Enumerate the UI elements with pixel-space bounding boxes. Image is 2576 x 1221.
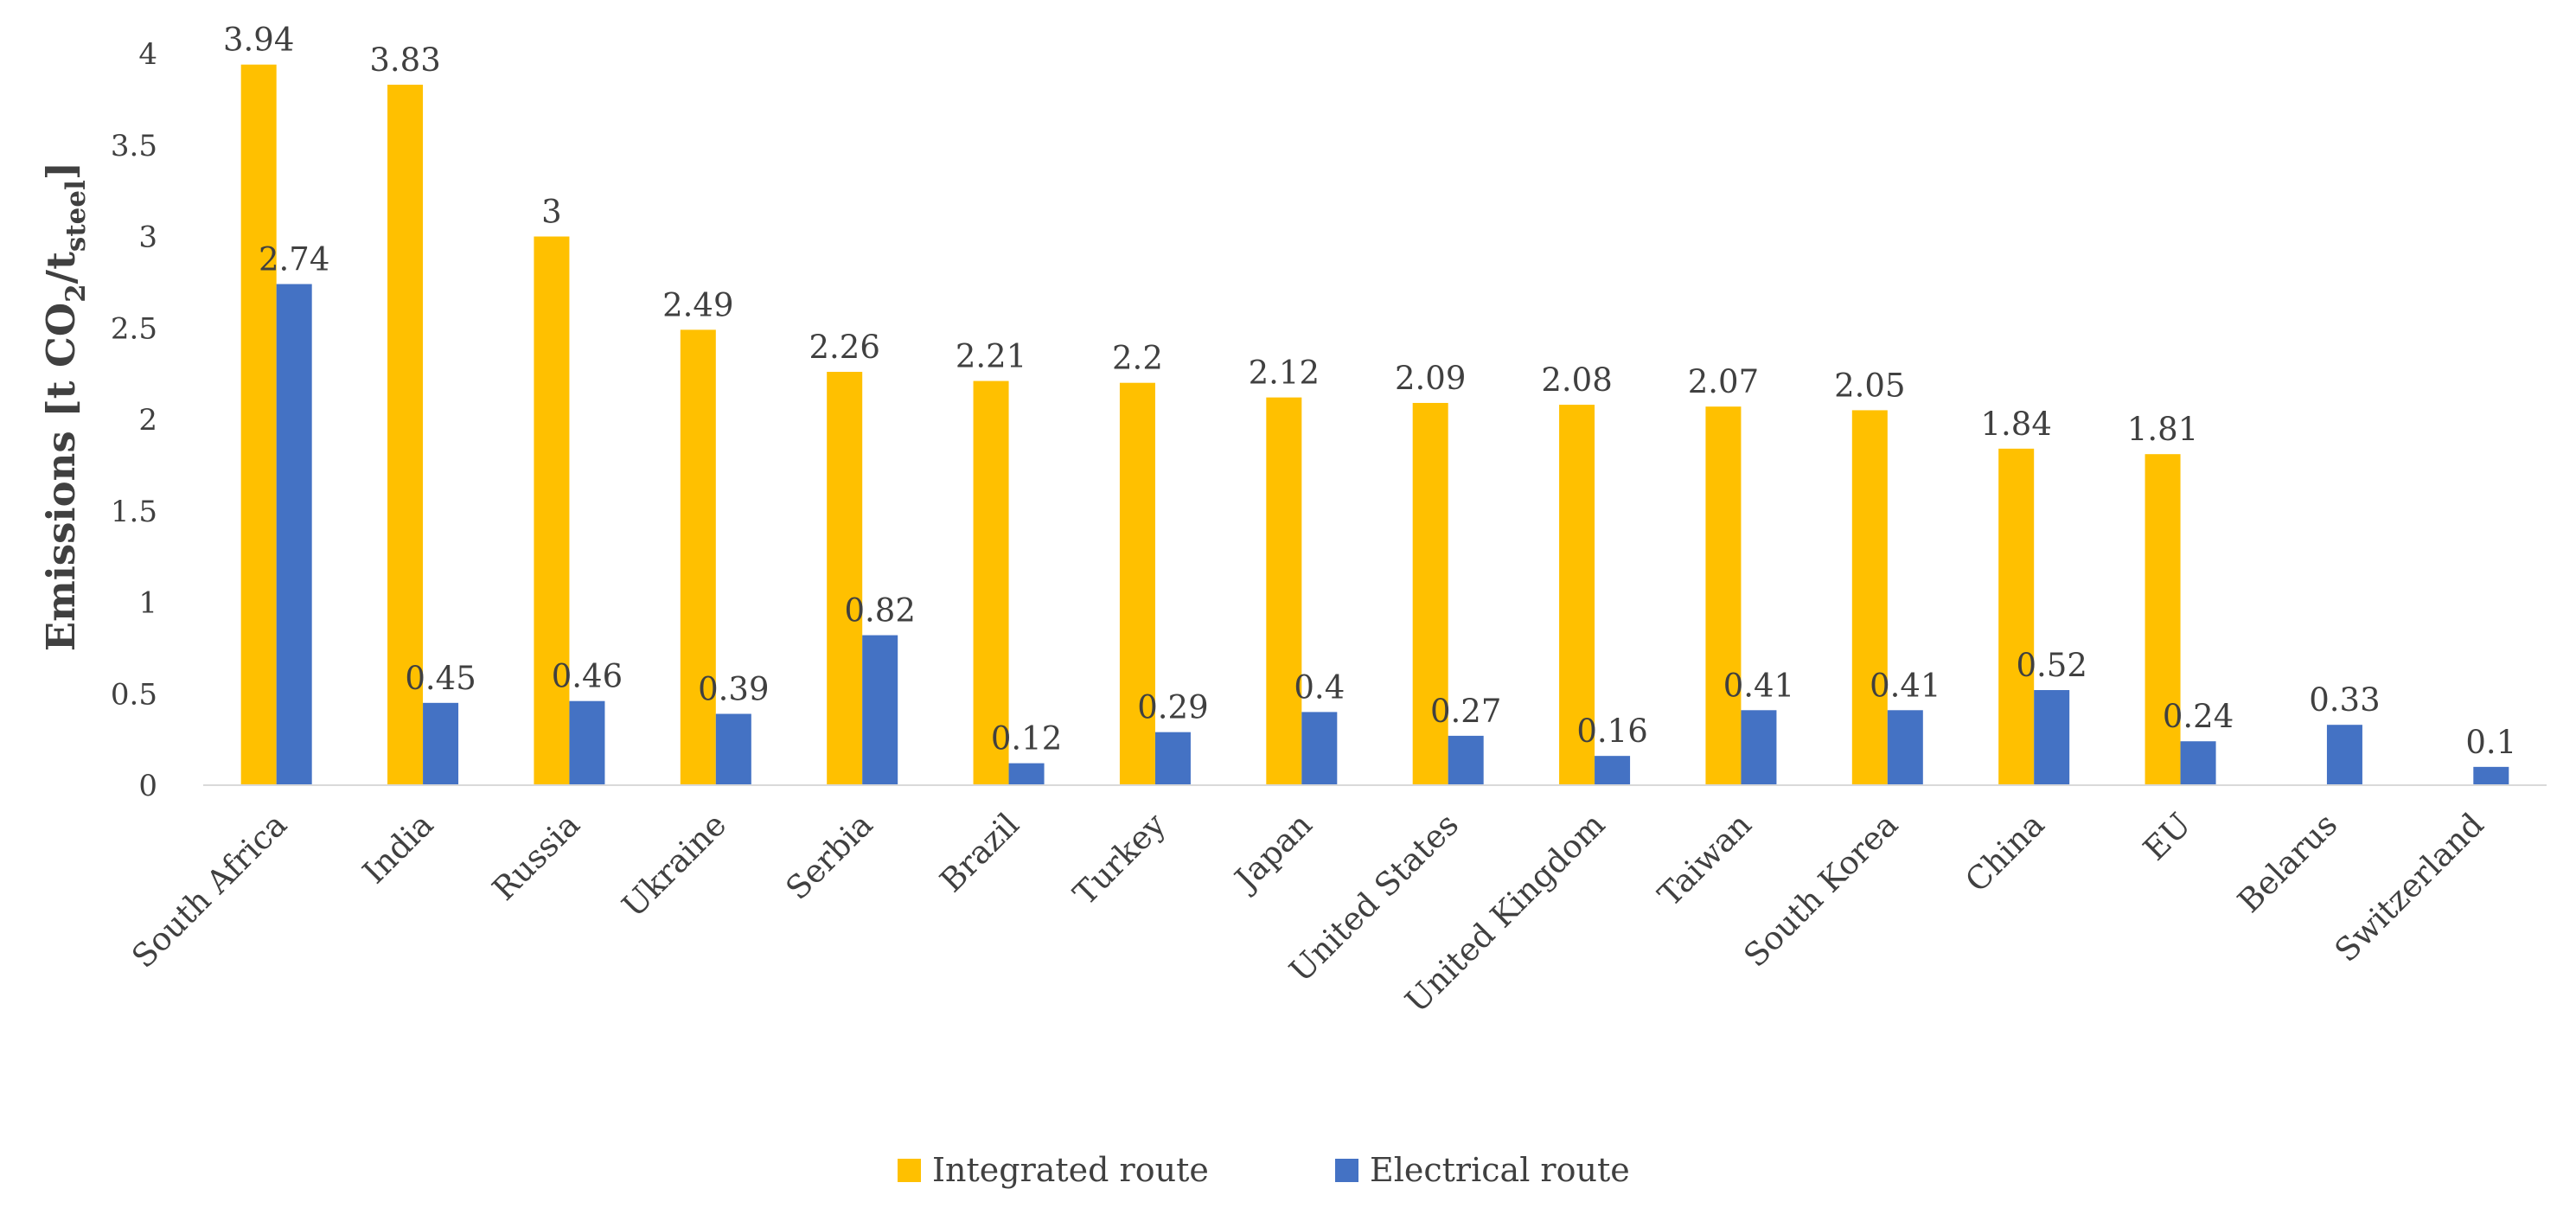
x-tick-label: Switzerland: [2328, 806, 2491, 969]
bar-integrated-japan: [1266, 397, 1302, 785]
bar-electrical-china: [2034, 690, 2070, 785]
data-label: 2.21: [956, 338, 1026, 375]
x-tick-label: Turkey: [1066, 806, 1173, 912]
x-tick-label: Serbia: [779, 806, 880, 907]
bar-electrical-taiwan: [1741, 710, 1777, 785]
bar-electrical-brazil: [1008, 763, 1045, 785]
x-tick-label: Russia: [485, 806, 587, 908]
data-label: 0.41: [1723, 667, 1794, 704]
data-label: 0.12: [991, 720, 1062, 758]
data-label: 0.4: [1294, 668, 1345, 706]
data-label: 2.2: [1112, 340, 1163, 377]
y-tick-label: 0: [138, 769, 157, 803]
bar-electrical-united-states: [1448, 735, 1484, 785]
bar-integrated-ukraine: [680, 329, 716, 785]
x-tick-label: China: [1958, 806, 2051, 899]
x-axis-ticks: South Africa India Russia Ukraine Serbia Braz…: [125, 806, 2490, 1020]
data-label: 2.05: [1834, 367, 1905, 404]
bar-electrical-turkey: [1154, 732, 1191, 785]
data-label: 0.45: [405, 660, 476, 697]
data-label: 0.46: [552, 658, 623, 695]
data-label: 0.24: [2163, 698, 2234, 735]
data-label: 2.07: [1688, 363, 1759, 400]
legend-swatch-integrated: [898, 1159, 921, 1182]
y-tick-label: 2.5: [111, 311, 157, 346]
data-label: 3.83: [369, 42, 440, 79]
bar-integrated-serbia: [827, 372, 863, 785]
bar-electrical-serbia: [862, 635, 898, 785]
x-tick-label: Japan: [1225, 806, 1320, 900]
data-label: 0.16: [1576, 713, 1647, 750]
data-label: 3.94: [223, 22, 294, 59]
x-tick-label: India: [355, 806, 440, 891]
x-tick-label: Taiwan: [1651, 806, 1759, 914]
y-tick-label: 2: [138, 403, 157, 438]
bar-integrated-turkey: [1119, 382, 1155, 785]
bar-electrical-belarus: [2326, 725, 2362, 785]
legend-label-integrated: Integrated route: [932, 1151, 1209, 1189]
data-labels: 3.94 2.74 3.83 0.45 3 0.46 2.49 0.39 2.26 0.82 2.2…: [223, 22, 2516, 761]
data-label: 3: [541, 194, 562, 231]
data-label: 2.49: [662, 286, 733, 323]
data-label: 0.41: [1870, 667, 1940, 704]
y-tick-label: 0.5: [111, 677, 157, 712]
data-label: 1.81: [2127, 411, 2198, 448]
data-label: 0.39: [698, 671, 769, 708]
bar-electrical-south-korea: [1887, 710, 1923, 785]
data-label: 0.33: [2309, 681, 2380, 719]
bar-integrated-china: [1998, 448, 2035, 785]
bar-electrical-ukraine: [715, 713, 751, 785]
x-tick-label: South Korea: [1736, 806, 1905, 975]
x-tick-label: Ukraine: [615, 806, 733, 924]
data-label: 2.74: [259, 240, 329, 278]
y-tick-label: 1: [138, 586, 157, 621]
y-tick-label: 3.5: [111, 129, 157, 163]
data-label: 2.26: [809, 329, 879, 366]
bar-electrical-south-africa: [276, 284, 312, 785]
bar-electrical-united-kingdom: [1595, 756, 1631, 785]
y-tick-label: 4: [138, 37, 157, 72]
data-label: 0.52: [2016, 647, 2087, 684]
y-tick-label: 3: [138, 221, 157, 255]
bar-integrated-united-states: [1412, 402, 1448, 785]
data-label: 0.29: [1137, 689, 1208, 726]
x-tick-label: EU: [2136, 806, 2198, 868]
data-label: 0.82: [844, 592, 915, 630]
bar-electrical-japan: [1301, 712, 1338, 785]
bar-integrated-india: [387, 84, 424, 785]
bar-integrated-eu: [2145, 454, 2181, 785]
data-label: 0.27: [1430, 693, 1501, 730]
data-label: 0.1: [2465, 724, 2516, 761]
y-axis-label: Emissions [t CO2/tsteel]: [38, 162, 92, 651]
data-label: 2.08: [1541, 361, 1612, 399]
legend-label-electrical: Electrical route: [1370, 1151, 1630, 1189]
bars: [240, 64, 2509, 785]
bar-electrical-india: [423, 702, 459, 785]
bar-integrated-taiwan: [1705, 406, 1742, 785]
legend-swatch-electrical: [1335, 1159, 1358, 1182]
bar-integrated-south-africa: [240, 64, 277, 785]
bar-integrated-south-korea: [1851, 410, 1888, 785]
bar-electrical-eu: [2180, 741, 2216, 785]
bar-electrical-russia: [569, 700, 605, 785]
data-label: 1.84: [1980, 406, 2051, 443]
y-tick-label: 1.5: [111, 495, 157, 529]
legend: Integrated route Electrical route: [898, 1151, 1630, 1189]
x-tick-label: Belarus: [2230, 806, 2344, 920]
data-label: 2.09: [1395, 360, 1466, 397]
data-label: 2.12: [1249, 355, 1320, 392]
x-tick-label: Brazil: [933, 806, 1026, 899]
bar-integrated-brazil: [973, 380, 1009, 785]
bar-electrical-switzerland: [2473, 766, 2509, 785]
x-tick-label: South Africa: [125, 806, 294, 975]
y-axis-ticks: 0 0.5 1 1.5 2 2.5 3 3.5 4: [111, 37, 157, 803]
bar-integrated-russia: [534, 236, 570, 785]
bar-integrated-united-kingdom: [1559, 405, 1595, 785]
